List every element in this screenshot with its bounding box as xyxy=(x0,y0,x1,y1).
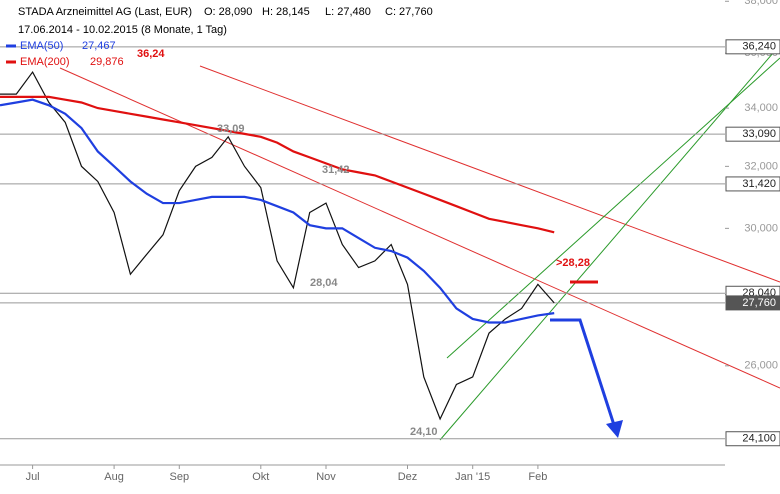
x-tick-label: Jan '15 xyxy=(455,471,490,483)
x-tick-label: Dez xyxy=(398,471,418,483)
level-label: 24,100 xyxy=(742,433,776,445)
x-tick-label: Sep xyxy=(170,471,190,483)
level-box xyxy=(725,431,780,447)
level-label: 31,420 xyxy=(742,178,776,190)
level-label: 33,090 xyxy=(742,128,776,140)
legend-label: EMA(200) xyxy=(20,56,70,68)
x-tick-label: Aug xyxy=(104,471,124,483)
series-line xyxy=(0,70,555,421)
y-tick-label: 26,000 xyxy=(744,360,778,372)
y-tick-label: 32,000 xyxy=(744,160,778,172)
subtitle: 17.06.2014 - 10.02.2015 (8 Monate, 1 Tag… xyxy=(18,24,227,36)
annotation: 36,24 xyxy=(137,48,165,60)
legend-label: EMA(50) xyxy=(20,40,63,52)
ohlc-label: L: 27,480 xyxy=(325,6,371,18)
ohlc-label: C: 27,760 xyxy=(385,6,433,18)
annotation: 28,04 xyxy=(310,277,338,289)
level-box xyxy=(725,176,780,192)
level-label: 36,240 xyxy=(742,41,776,53)
level-box xyxy=(725,126,780,142)
x-tick-label: Feb xyxy=(528,471,547,483)
chart-title: STADA Arzneimittel AG (Last, EUR) xyxy=(18,6,192,18)
x-tick-label: Okt xyxy=(252,471,269,483)
series-line xyxy=(0,98,555,324)
y-tick-label: 38,000 xyxy=(744,0,778,7)
annotation: >28,28 xyxy=(556,257,590,269)
y-tick-label: 34,000 xyxy=(744,102,778,114)
legend-value: 27,467 xyxy=(82,40,116,52)
x-tick-label: Jul xyxy=(26,471,40,483)
annotation: 31,42 xyxy=(322,164,350,176)
y-tick-label: 30,000 xyxy=(744,222,778,234)
annotation: 33,09 xyxy=(217,123,245,135)
level-box xyxy=(725,39,780,55)
legend-value: 29,876 xyxy=(90,56,124,68)
x-tick-label: Nov xyxy=(316,471,336,483)
level-box xyxy=(725,295,780,311)
level-label: 27,760 xyxy=(742,297,776,309)
ohlc-label: H: 28,145 xyxy=(262,6,310,18)
series-line xyxy=(0,95,555,234)
annotation: 24,10 xyxy=(410,426,438,438)
ohlc-label: O: 28,090 xyxy=(204,6,252,18)
trend-lines xyxy=(0,44,780,466)
